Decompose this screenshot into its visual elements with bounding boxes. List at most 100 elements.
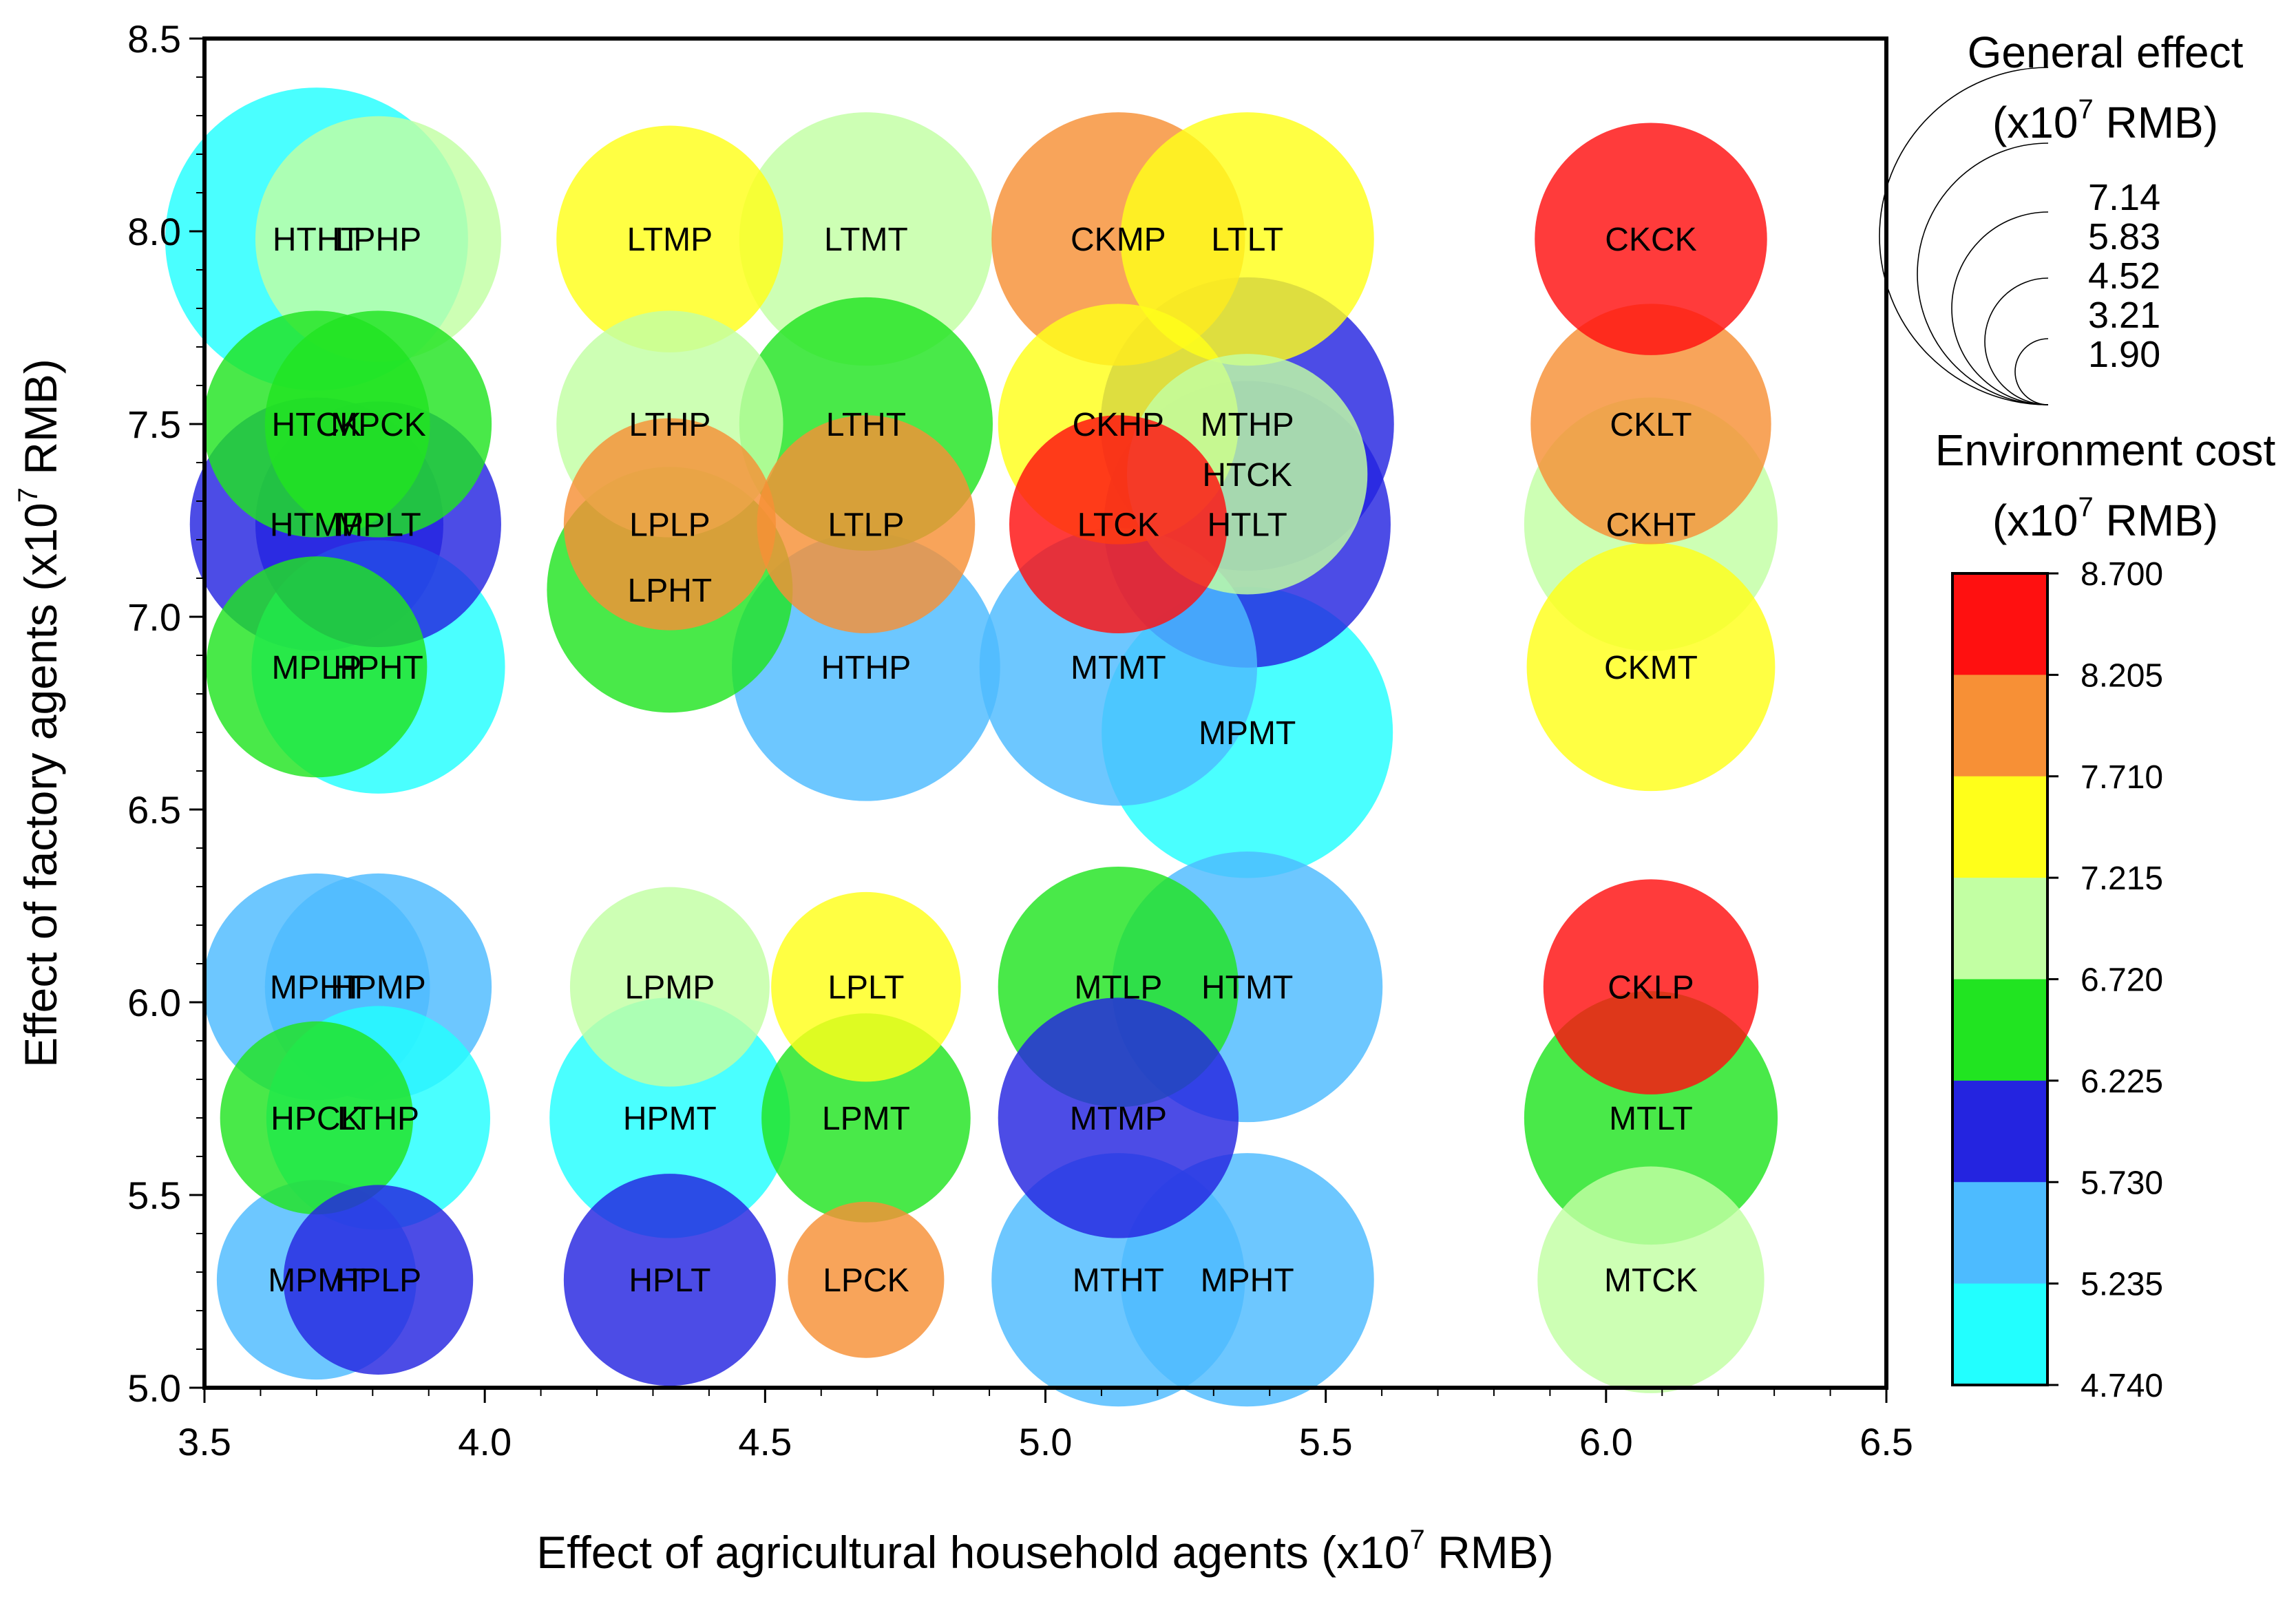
bubbles <box>165 87 1778 1407</box>
x-tick-label: 5.0 <box>1019 1420 1073 1463</box>
bubble-label: MTHT <box>1073 1262 1164 1299</box>
bubble-label: LTHT <box>826 407 906 443</box>
size-legend-value: 1.90 <box>2088 334 2160 375</box>
color-legend: Environment cost (x107 RMB) 8.700 8.205 7.… <box>1935 425 2276 1404</box>
bubble-label: MTCK <box>1604 1262 1698 1299</box>
bubble-ckck <box>1535 123 1767 355</box>
bubble-label: CKMT <box>1604 650 1698 686</box>
bubble-label: CKCK <box>1605 222 1696 258</box>
colorbar-segment <box>1952 776 2047 878</box>
bubble-cklt <box>1530 304 1771 544</box>
bubble-label: HTLT <box>1207 507 1287 544</box>
x-tick-label: 3.5 <box>178 1420 231 1463</box>
bubble-label: LPHP <box>335 222 421 258</box>
bubble-label: MTMP <box>1070 1101 1167 1137</box>
bubble-label: MPHT <box>1201 1262 1294 1299</box>
bubble-label: MTLP <box>1074 970 1162 1006</box>
bubble-label: HTMP <box>270 507 364 544</box>
bubble-label: HTCK <box>1202 457 1292 494</box>
bubble-lplt <box>771 891 961 1082</box>
bubble-ckmt <box>1526 542 1776 792</box>
x-tick-label: 4.0 <box>458 1420 512 1463</box>
size-legend: General effect (x107 RMB) 7.145.834.523.… <box>1879 28 2244 405</box>
bubble-label: HPMT <box>623 1101 717 1137</box>
y-tick-label: 6.5 <box>127 788 181 832</box>
bubble-cklp <box>1543 879 1759 1094</box>
bubble-label: CKMP <box>1071 222 1166 258</box>
bubble-label: CKLT <box>1610 407 1692 443</box>
bubble-mpck <box>264 310 492 538</box>
bubble-label: HTCK <box>272 407 362 443</box>
size-legend-value: 7.14 <box>2088 177 2160 218</box>
bubble-mplp <box>206 556 428 778</box>
color-legend-title: Environment cost <box>1935 425 2276 475</box>
size-legend-arc <box>1917 142 2049 405</box>
y-tick-label: 8.5 <box>127 17 181 61</box>
bubble-label: LTLP <box>828 507 904 544</box>
colorbar-segment <box>1952 1283 2047 1386</box>
bubble-hplt <box>563 1174 776 1386</box>
size-legend-arcs: 7.145.834.523.211.90 <box>1879 67 2160 405</box>
y-tick-label: 7.5 <box>127 403 181 446</box>
y-tick-label: 6.0 <box>127 981 181 1024</box>
size-legend-value: 3.21 <box>2088 295 2160 336</box>
bubble-ltmp <box>556 125 783 352</box>
colorbar-tick-label: 8.205 <box>2081 657 2163 694</box>
bubble-label: HPLT <box>629 1262 710 1299</box>
colorbar-tick-label: 7.215 <box>2081 860 2163 897</box>
bubble-label: MPHT <box>270 970 364 1006</box>
bubble-ltmt <box>739 112 993 366</box>
colorbar-segment <box>1952 1080 2047 1183</box>
y-tick-label: 5.0 <box>127 1366 181 1410</box>
size-legend-arc <box>1879 67 2049 405</box>
colorbar-tick-label: 4.740 <box>2081 1368 2163 1404</box>
color-legend-unit: (x107 RMB) <box>1992 492 2218 545</box>
bubble-lphp <box>255 116 501 362</box>
colorbar-segment <box>1952 878 2047 980</box>
bubble-label: MTHP <box>1201 407 1294 443</box>
bubble-mtck <box>1537 1166 1765 1393</box>
bubble-label: HPCK <box>271 1101 362 1137</box>
bubble-ltlt <box>1120 112 1374 366</box>
colorbar-segment <box>1952 1182 2047 1284</box>
colorbar-segment <box>1952 979 2047 1081</box>
x-tick-label: 5.5 <box>1299 1420 1353 1463</box>
colorbar-tick-label: 8.700 <box>2081 556 2163 593</box>
colorbar-tick-label: 5.730 <box>2081 1165 2163 1201</box>
colorbar-segment <box>1952 675 2047 777</box>
bubble-label: CKHT <box>1606 507 1696 544</box>
bubble-label: LPCK <box>823 1262 909 1299</box>
colorbar-tick-label: 5.235 <box>2081 1267 2163 1303</box>
size-legend-value: 4.52 <box>2088 255 2160 297</box>
y-tick-label: 8.0 <box>127 210 181 253</box>
x-tick-label: 6.0 <box>1579 1420 1633 1463</box>
bubble-label: HTHP <box>821 650 912 686</box>
size-legend-arc <box>1984 277 2049 405</box>
bubble-label: MPMT <box>1199 715 1296 752</box>
colorbar-segment <box>1952 573 2047 675</box>
bubble-label: MTLT <box>1609 1101 1693 1137</box>
bubble-ltlp <box>757 415 976 633</box>
bubble-label: LTHP <box>337 1101 419 1137</box>
colorbar-tick-label: 6.225 <box>2081 1064 2163 1100</box>
x-tick-label: 6.5 <box>1860 1420 1913 1463</box>
bubble-lpmp <box>569 887 770 1087</box>
bubble-label: MPCK <box>330 407 426 443</box>
y-axis-ticks: 5.0 5.5 6.0 6.5 7.0 7.5 8.0 8.5 <box>127 17 204 1410</box>
bubble-label: LPHT <box>628 573 713 609</box>
bubble-lpck <box>788 1201 945 1358</box>
bubble-label: LTMP <box>627 222 713 258</box>
size-legend-arc <box>1951 211 2049 405</box>
bubble-label: LPLT <box>828 970 904 1006</box>
bubble-label: LTCK <box>1077 507 1159 544</box>
bubble-label: HPMP <box>330 970 426 1006</box>
bubble-label: CKLP <box>1608 970 1694 1006</box>
bubble-ltck <box>1009 415 1228 633</box>
bubble-label: MPLT <box>335 507 421 544</box>
x-axis-label: Effect of agricultural household agents … <box>536 1525 1553 1578</box>
size-legend-unit: (x107 RMB) <box>1992 94 2218 147</box>
bubble-hplp <box>283 1185 474 1375</box>
bubble-label: LTHP <box>629 407 710 443</box>
